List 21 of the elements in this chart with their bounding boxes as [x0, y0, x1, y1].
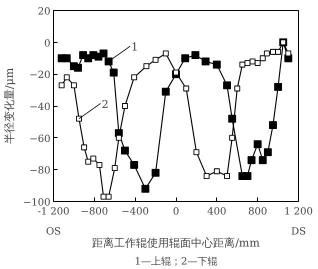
y-axis-title: 半径变化量/μm	[3, 67, 16, 144]
text: DS	[291, 226, 306, 238]
annotation: 2	[102, 98, 109, 111]
x-tick-label: 1 200	[284, 206, 313, 218]
x-tick-label: −800	[80, 206, 108, 218]
y-tick-label: −20	[29, 70, 51, 82]
y-tick-label: 0	[44, 38, 51, 50]
x-tick-label: 400	[207, 206, 226, 218]
x-tick-label: 0	[172, 206, 180, 218]
annotation: 1	[131, 40, 138, 54]
y-tick-label: −60	[29, 134, 51, 145]
x-axis-title: 距离工作辊使用辊面中心距离/mm	[92, 236, 260, 250]
x-tick-label: −400	[121, 206, 149, 218]
y-tick-label: −40	[29, 102, 51, 113]
x-tick-label: 800	[248, 206, 268, 218]
text: OS	[46, 226, 62, 238]
y-tick-label: −100	[23, 198, 51, 208]
y-tick-label: −80	[29, 166, 51, 177]
y-tick-label: 20	[38, 6, 51, 18]
text: 1—上辊；2—下辊	[134, 256, 218, 268]
x-tick-label: -1 200	[37, 206, 70, 218]
